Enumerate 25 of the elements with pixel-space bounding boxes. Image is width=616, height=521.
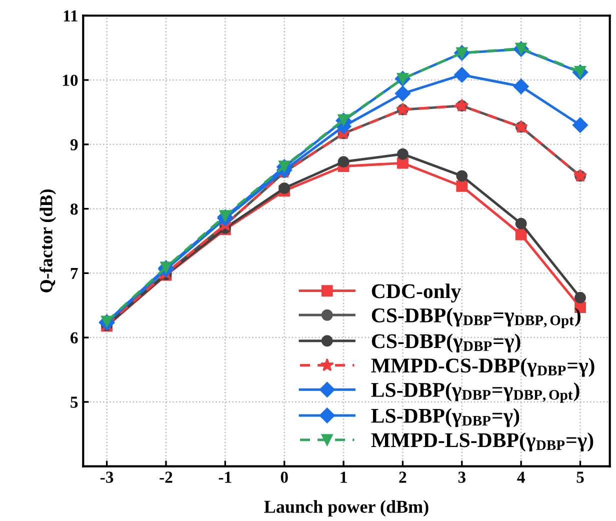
x-tick-label: 1	[340, 472, 347, 483]
x-axis-title: Launch power (dBm)	[264, 500, 428, 517]
y-tick-label: 9	[70, 139, 78, 150]
x-tick-label: -3	[100, 472, 114, 483]
x-tick-label: 5	[576, 472, 584, 483]
legend-label: LS-DBP(γ$_{DBP}$=γ$_{DBP,Opt}$)	[371, 382, 580, 403]
legend-label: CS-DBP(γ$_{DBP}$=γ)	[372, 334, 520, 352]
y-tick-label: 10	[62, 74, 78, 86]
legend-label: LS-DBP(γ$_{DBP}$=γ)	[371, 408, 520, 428]
legend-label: MMPD-LS-DBP(γ$_{DBP}$=γ)	[371, 432, 594, 452]
y-axis-title: Q-factor (dB)	[40, 190, 56, 292]
x-tick-label: 2	[399, 472, 406, 483]
x-tick-label: -2	[160, 472, 172, 483]
x-tick-label: 4	[517, 472, 525, 483]
y-tick-label: 11	[64, 10, 78, 22]
y-tick-label: 6	[70, 332, 78, 344]
x-tick-label: 3	[458, 472, 466, 483]
y-tick-label: 7	[70, 268, 78, 279]
y-tick-label: 5	[70, 396, 78, 408]
x-tick-label: -1	[218, 472, 232, 483]
legend-label: MMPD-CS-DBP(γ$_{DBP}$=γ)	[371, 358, 594, 377]
x-tick-label: 0	[280, 472, 288, 483]
y-tick-label: 8	[70, 203, 78, 215]
legend-label: CS-DBP(γ$_{DBP}$=γ$_{DBP,Opt}$)	[372, 308, 580, 328]
legend-label: CDC-only	[372, 284, 461, 303]
